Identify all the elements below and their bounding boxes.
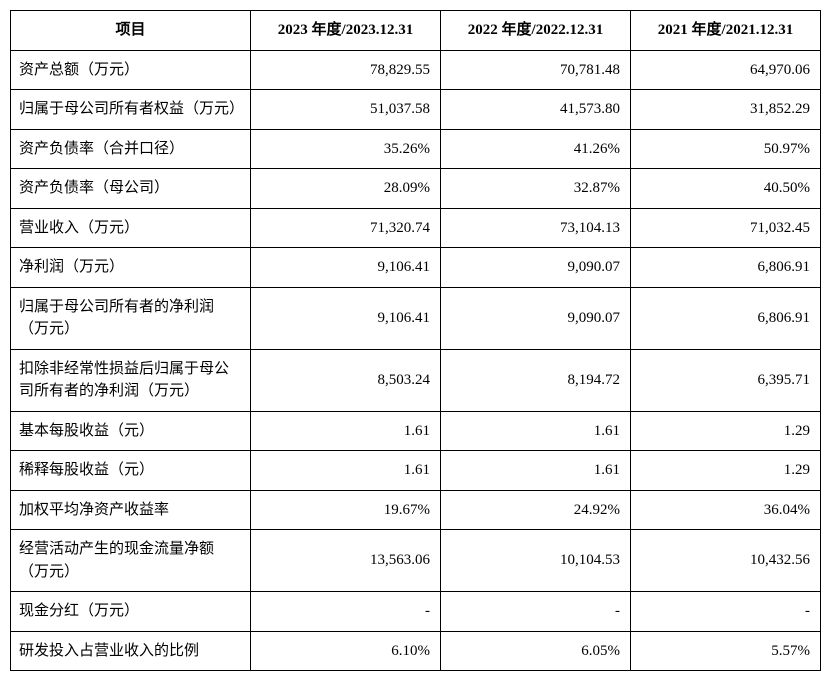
row-value: 9,090.07 (441, 248, 631, 288)
header-item: 项目 (11, 11, 251, 51)
row-value: 6.05% (441, 631, 631, 671)
row-value: 9,106.41 (251, 248, 441, 288)
table-row: 加权平均净资产收益率 19.67% 24.92% 36.04% (11, 490, 821, 530)
row-value: 41.26% (441, 129, 631, 169)
row-value: 71,032.45 (631, 208, 821, 248)
row-value: 10,432.56 (631, 530, 821, 592)
row-value: 1.61 (441, 411, 631, 451)
row-value: - (441, 592, 631, 632)
table-row: 基本每股收益（元） 1.61 1.61 1.29 (11, 411, 821, 451)
row-label: 资产负债率（合并口径） (11, 129, 251, 169)
row-label: 研发投入占营业收入的比例 (11, 631, 251, 671)
table-row: 净利润（万元） 9,106.41 9,090.07 6,806.91 (11, 248, 821, 288)
table-row: 研发投入占营业收入的比例 6.10% 6.05% 5.57% (11, 631, 821, 671)
table-row: 归属于母公司所有者的净利润（万元） 9,106.41 9,090.07 6,80… (11, 287, 821, 349)
table-header: 项目 2023 年度/2023.12.31 2022 年度/2022.12.31… (11, 11, 821, 51)
row-value: 35.26% (251, 129, 441, 169)
row-value: - (631, 592, 821, 632)
row-label: 归属于母公司所有者的净利润（万元） (11, 287, 251, 349)
table-row: 经营活动产生的现金流量净额（万元） 13,563.06 10,104.53 10… (11, 530, 821, 592)
row-value: 6,806.91 (631, 287, 821, 349)
row-value: - (251, 592, 441, 632)
row-value: 41,573.80 (441, 90, 631, 130)
row-value: 64,970.06 (631, 50, 821, 90)
row-value: 1.61 (441, 451, 631, 491)
row-label: 资产总额（万元） (11, 50, 251, 90)
row-value: 9,106.41 (251, 287, 441, 349)
header-row: 项目 2023 年度/2023.12.31 2022 年度/2022.12.31… (11, 11, 821, 51)
row-value: 50.97% (631, 129, 821, 169)
row-label: 经营活动产生的现金流量净额（万元） (11, 530, 251, 592)
table-row: 资产负债率（合并口径） 35.26% 41.26% 50.97% (11, 129, 821, 169)
row-value: 1.29 (631, 451, 821, 491)
row-value: 8,194.72 (441, 349, 631, 411)
table-row: 稀释每股收益（元） 1.61 1.61 1.29 (11, 451, 821, 491)
row-value: 1.61 (251, 451, 441, 491)
row-value: 31,852.29 (631, 90, 821, 130)
row-value: 8,503.24 (251, 349, 441, 411)
row-value: 5.57% (631, 631, 821, 671)
header-2021: 2021 年度/2021.12.31 (631, 11, 821, 51)
row-value: 73,104.13 (441, 208, 631, 248)
table-row: 扣除非经常性损益后归属于母公司所有者的净利润（万元） 8,503.24 8,19… (11, 349, 821, 411)
table-row: 现金分红（万元） - - - (11, 592, 821, 632)
financial-table: 项目 2023 年度/2023.12.31 2022 年度/2022.12.31… (10, 10, 821, 671)
row-value: 6.10% (251, 631, 441, 671)
row-label: 加权平均净资产收益率 (11, 490, 251, 530)
row-value: 28.09% (251, 169, 441, 209)
row-value: 71,320.74 (251, 208, 441, 248)
row-value: 10,104.53 (441, 530, 631, 592)
row-value: 24.92% (441, 490, 631, 530)
row-label: 净利润（万元） (11, 248, 251, 288)
row-value: 9,090.07 (441, 287, 631, 349)
row-label: 基本每股收益（元） (11, 411, 251, 451)
row-value: 1.61 (251, 411, 441, 451)
row-value: 1.29 (631, 411, 821, 451)
header-2023: 2023 年度/2023.12.31 (251, 11, 441, 51)
row-value: 6,395.71 (631, 349, 821, 411)
table-row: 营业收入（万元） 71,320.74 73,104.13 71,032.45 (11, 208, 821, 248)
row-value: 51,037.58 (251, 90, 441, 130)
table-row: 资产总额（万元） 78,829.55 70,781.48 64,970.06 (11, 50, 821, 90)
table-row: 归属于母公司所有者权益（万元） 51,037.58 41,573.80 31,8… (11, 90, 821, 130)
row-label: 归属于母公司所有者权益（万元） (11, 90, 251, 130)
row-label: 稀释每股收益（元） (11, 451, 251, 491)
row-label: 营业收入（万元） (11, 208, 251, 248)
row-value: 40.50% (631, 169, 821, 209)
row-label: 扣除非经常性损益后归属于母公司所有者的净利润（万元） (11, 349, 251, 411)
row-value: 6,806.91 (631, 248, 821, 288)
row-value: 13,563.06 (251, 530, 441, 592)
row-value: 32.87% (441, 169, 631, 209)
header-2022: 2022 年度/2022.12.31 (441, 11, 631, 51)
row-value: 70,781.48 (441, 50, 631, 90)
row-label: 资产负债率（母公司） (11, 169, 251, 209)
row-value: 36.04% (631, 490, 821, 530)
row-value: 78,829.55 (251, 50, 441, 90)
row-value: 19.67% (251, 490, 441, 530)
table-row: 资产负债率（母公司） 28.09% 32.87% 40.50% (11, 169, 821, 209)
row-label: 现金分红（万元） (11, 592, 251, 632)
table-body: 资产总额（万元） 78,829.55 70,781.48 64,970.06 归… (11, 50, 821, 671)
